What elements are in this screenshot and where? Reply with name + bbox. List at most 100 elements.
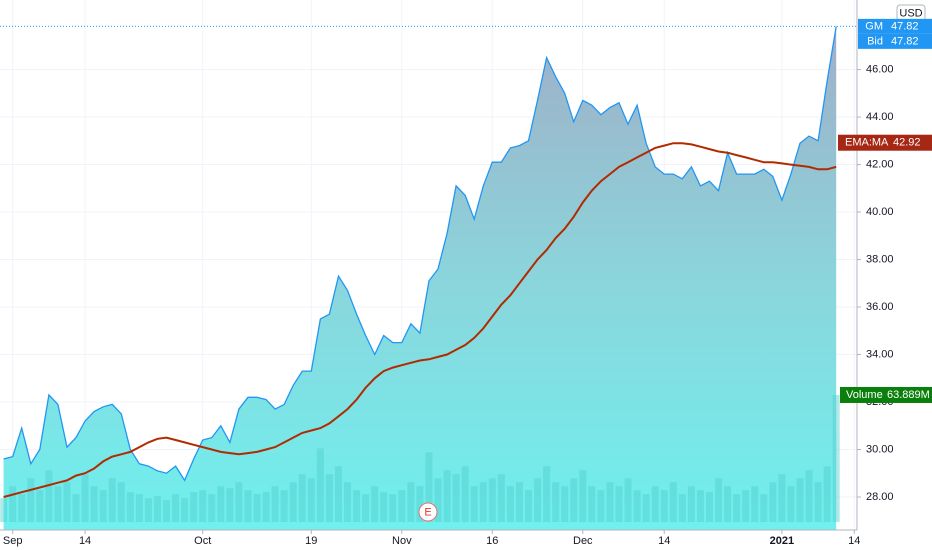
volume-bar	[588, 486, 596, 522]
gm-tag	[858, 18, 932, 34]
volume-bar	[153, 496, 161, 522]
y-tick-label: 42.00	[866, 158, 894, 170]
volume-bar	[27, 478, 35, 522]
volume-bar	[543, 466, 551, 522]
volume-bar	[832, 394, 840, 522]
volume-bar	[687, 486, 695, 522]
volume-bar	[524, 490, 532, 522]
volume-bar	[235, 482, 243, 522]
volume-bar	[172, 494, 180, 522]
y-tick-label: 28.00	[866, 491, 894, 503]
volume-bar	[751, 486, 759, 522]
volume-bar	[696, 490, 704, 522]
volume-bar	[488, 478, 496, 522]
volume-bar	[434, 478, 442, 522]
x-tick-label: Nov	[392, 535, 412, 547]
volume-bar	[642, 494, 650, 522]
volume-bar	[742, 490, 750, 522]
earnings-marker	[418, 502, 438, 522]
volume-bar	[54, 486, 62, 522]
volume-bar	[778, 474, 786, 522]
volume-bar	[814, 482, 822, 522]
volume-bar	[398, 490, 406, 522]
y-tick-label: 30.00	[866, 443, 894, 455]
volume-bar	[108, 478, 116, 522]
volume-bar	[660, 490, 668, 522]
volume-bar	[371, 486, 379, 522]
volume-bar	[63, 482, 71, 522]
volume-bar	[416, 486, 424, 522]
y-tick-label: 44.00	[866, 111, 894, 123]
volume-bar	[823, 466, 831, 522]
ema-tag-name: EMA:MA	[845, 137, 889, 149]
volume-bar	[144, 498, 152, 522]
x-tick-label: 14	[658, 535, 670, 547]
volume-bar	[461, 466, 469, 522]
price-axis	[857, 0, 932, 550]
volume-bar	[253, 494, 261, 522]
y-tick-label: 36.00	[866, 301, 894, 313]
volume-bar	[190, 492, 198, 522]
volume-bar	[561, 486, 569, 522]
volume-bar	[18, 494, 26, 522]
volume-bar	[244, 490, 252, 522]
volume-bar	[262, 492, 270, 522]
x-tick-label: 19	[305, 535, 317, 547]
volume-bar	[72, 494, 80, 522]
volume-bar	[760, 494, 768, 522]
volume-bar	[334, 466, 342, 522]
volume-bar	[705, 492, 713, 522]
volume-bar	[45, 470, 53, 522]
volume-bar	[90, 486, 98, 522]
x-tick-label: 16	[486, 535, 498, 547]
volume-bar	[787, 486, 795, 522]
plot-area	[0, 25, 857, 531]
y-tick-label: 40.00	[866, 206, 894, 218]
volume-bar	[99, 490, 107, 522]
x-tick-label: 14	[848, 535, 860, 547]
volume-bar	[579, 470, 587, 522]
volume-bar	[733, 494, 741, 522]
volume-bar	[425, 452, 433, 522]
volume-bar	[497, 474, 505, 522]
volume-bar	[135, 494, 143, 522]
volume-bar	[163, 500, 171, 522]
volume-bar	[534, 478, 542, 522]
bid-tag-name: Bid	[867, 35, 883, 47]
volume-bar	[208, 494, 216, 522]
volume-bar	[597, 490, 605, 522]
volume-bar	[606, 482, 614, 522]
volume-bar	[443, 470, 451, 522]
volume-bar	[515, 482, 523, 522]
x-tick-label: 14	[79, 535, 91, 547]
gm-tag-name: GM	[865, 20, 883, 32]
volume-bar	[570, 478, 578, 522]
volume-bar	[651, 486, 659, 522]
volume-bar	[289, 482, 297, 522]
volume-bar	[633, 490, 641, 522]
volume-bar	[678, 494, 686, 522]
volume-bar	[271, 486, 279, 522]
volume-bar	[552, 482, 560, 522]
ema-tag-value: 42.92	[893, 137, 921, 149]
bid-tag	[858, 33, 932, 49]
volume-tag	[840, 386, 932, 403]
earnings-label: E	[424, 506, 431, 518]
y-tick-label: 46.00	[866, 63, 894, 75]
x-tick-label: 2021	[770, 535, 794, 547]
bid-tag-value: 47.82	[891, 35, 919, 47]
volume-bar	[344, 482, 352, 522]
volume-bar	[669, 482, 677, 522]
volume-bar	[81, 474, 89, 522]
volume-bar	[217, 486, 225, 522]
volume-bar	[36, 490, 44, 522]
y-tick-label: 38.00	[866, 253, 894, 265]
volume-bar	[181, 498, 189, 522]
volume-bar	[769, 482, 777, 522]
price-area	[3, 26, 837, 531]
ema-tag	[838, 134, 932, 151]
price-line	[3, 26, 837, 482]
volume-bar	[724, 486, 732, 522]
volume-bar	[796, 478, 804, 522]
